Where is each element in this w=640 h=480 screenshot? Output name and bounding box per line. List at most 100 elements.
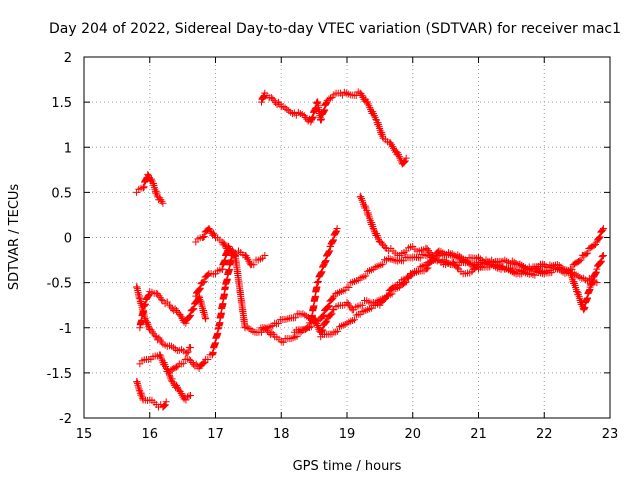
data-point bbox=[333, 224, 341, 232]
data-point bbox=[173, 307, 181, 315]
data-point bbox=[274, 320, 282, 328]
data-point bbox=[317, 269, 325, 277]
data-point bbox=[187, 311, 195, 319]
data-point bbox=[371, 302, 379, 310]
series-arc-i bbox=[192, 224, 341, 346]
x-tick-label: 15 bbox=[76, 427, 93, 442]
data-point bbox=[319, 312, 327, 320]
data-point bbox=[229, 248, 237, 256]
x-tick-label: 20 bbox=[404, 427, 421, 442]
data-point bbox=[389, 143, 397, 151]
data-point bbox=[369, 224, 377, 232]
data-point bbox=[270, 97, 278, 105]
data-point bbox=[334, 327, 342, 335]
data-point bbox=[187, 357, 195, 365]
data-point bbox=[599, 226, 607, 234]
data-point bbox=[407, 271, 415, 279]
data-point bbox=[377, 238, 385, 246]
data-point bbox=[591, 270, 599, 278]
axis-ticks: 15 16 17 18 19 20 21 22 23 -2 -1.5 -1 -0.5 0 0.5 1 1.5 2 bbox=[47, 51, 619, 442]
data-point bbox=[599, 224, 607, 232]
data-point bbox=[401, 157, 409, 165]
data-point bbox=[182, 396, 190, 404]
data-point bbox=[327, 94, 335, 102]
series-arc-e bbox=[133, 378, 170, 411]
x-tick-label: 17 bbox=[207, 427, 224, 442]
data-point bbox=[161, 401, 169, 409]
data-point bbox=[200, 359, 208, 367]
data-point bbox=[332, 229, 340, 237]
data-point bbox=[182, 319, 190, 327]
data-point bbox=[325, 302, 333, 310]
y-tick-label: -0.5 bbox=[47, 277, 72, 292]
x-tick-label: 21 bbox=[470, 427, 487, 442]
y-tick-label: 0.5 bbox=[51, 186, 72, 201]
data-point bbox=[187, 344, 195, 352]
data-point bbox=[162, 398, 170, 406]
data-point bbox=[202, 315, 210, 323]
data-point bbox=[351, 316, 359, 324]
data-point bbox=[300, 112, 308, 120]
data-point bbox=[400, 159, 408, 167]
data-point bbox=[431, 254, 439, 262]
data-point bbox=[204, 271, 212, 279]
series-arc-b bbox=[258, 88, 410, 168]
data-point bbox=[199, 233, 207, 241]
data-point bbox=[158, 296, 166, 304]
data-point bbox=[322, 318, 330, 326]
data-point bbox=[145, 291, 153, 299]
data-point bbox=[577, 256, 585, 264]
data-point bbox=[593, 265, 601, 273]
data-point bbox=[179, 360, 187, 368]
data-point bbox=[416, 254, 424, 262]
data-point bbox=[169, 378, 177, 386]
x-tick-label: 19 bbox=[339, 427, 356, 442]
data-points bbox=[133, 88, 607, 411]
data-point bbox=[322, 257, 330, 265]
data-point bbox=[314, 278, 322, 286]
data-point bbox=[196, 285, 204, 293]
data-point bbox=[185, 313, 193, 321]
data-point bbox=[243, 254, 251, 262]
data-point bbox=[189, 305, 197, 313]
data-point bbox=[593, 279, 601, 287]
y-axis-label: SDTVAR / TECUs bbox=[7, 184, 22, 291]
data-point bbox=[183, 349, 191, 357]
data-point bbox=[325, 248, 333, 256]
data-point bbox=[381, 244, 389, 252]
data-point bbox=[171, 305, 179, 313]
data-point bbox=[321, 319, 329, 327]
data-point bbox=[388, 141, 396, 149]
data-point bbox=[177, 313, 185, 321]
data-point bbox=[317, 327, 325, 335]
data-point bbox=[157, 196, 165, 204]
data-point bbox=[196, 284, 204, 292]
y-tick-label: 1 bbox=[64, 141, 72, 156]
data-point bbox=[379, 260, 387, 268]
data-point bbox=[597, 258, 605, 266]
data-point bbox=[584, 249, 592, 257]
data-point bbox=[173, 383, 181, 391]
data-point bbox=[317, 269, 325, 277]
data-point bbox=[204, 355, 212, 363]
data-point bbox=[325, 249, 333, 257]
data-point bbox=[190, 305, 198, 313]
data-point bbox=[329, 238, 337, 246]
data-point bbox=[274, 98, 282, 106]
data-point bbox=[176, 311, 184, 319]
data-point bbox=[546, 266, 554, 274]
data-point bbox=[598, 253, 606, 261]
data-point bbox=[165, 301, 173, 309]
data-point bbox=[183, 393, 191, 401]
data-point bbox=[142, 300, 150, 308]
x-tick-label: 16 bbox=[141, 427, 158, 442]
data-point bbox=[399, 257, 407, 265]
data-point bbox=[362, 272, 370, 280]
data-point bbox=[167, 303, 175, 311]
data-point bbox=[592, 269, 600, 277]
data-point bbox=[199, 278, 207, 286]
data-point bbox=[302, 113, 310, 121]
data-point bbox=[192, 292, 200, 300]
y-tick-label: 0 bbox=[64, 232, 72, 247]
data-point bbox=[177, 390, 185, 398]
